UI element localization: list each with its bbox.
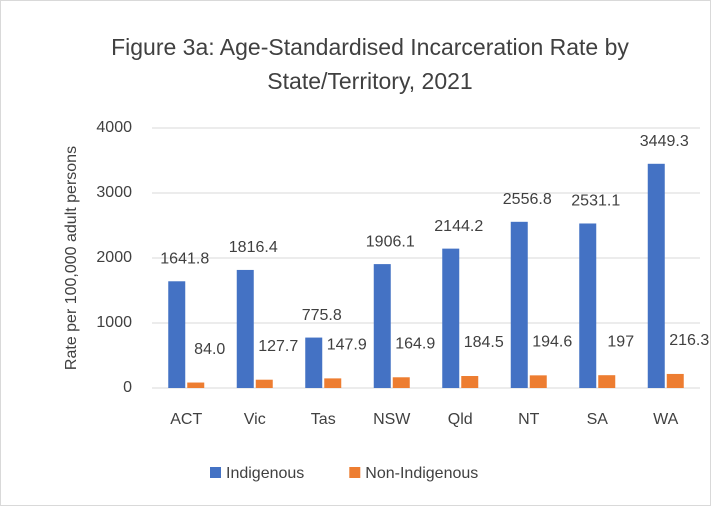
bar	[598, 375, 616, 388]
data-label: 2556.8	[503, 191, 552, 208]
data-label: 775.8	[302, 307, 342, 324]
legend-swatch	[349, 467, 361, 478]
x-tick-label: Vic	[244, 411, 266, 428]
bar	[236, 269, 254, 388]
bar	[529, 375, 547, 388]
data-label: 1816.4	[229, 239, 278, 256]
data-label: 147.9	[327, 337, 367, 354]
bar	[168, 281, 186, 388]
bar	[666, 373, 684, 388]
bar	[579, 223, 597, 388]
x-tick-label: SA	[587, 411, 609, 428]
data-label: 197	[607, 333, 634, 350]
bar	[461, 376, 479, 388]
y-tick-label: 2000	[96, 249, 132, 266]
x-tick-label: ACT	[170, 411, 202, 428]
bar	[392, 377, 410, 388]
x-tick-label: Tas	[311, 411, 336, 428]
y-tick-label: 4000	[96, 119, 132, 136]
data-label: 2144.2	[434, 218, 483, 235]
x-tick-label: NT	[518, 411, 540, 428]
x-tick-label: Qld	[448, 411, 473, 428]
y-tick-label: 3000	[96, 184, 132, 201]
bar	[324, 378, 342, 388]
data-label: 1906.1	[366, 233, 415, 250]
bar	[647, 163, 665, 388]
bar	[373, 264, 391, 388]
x-tick-label: WA	[653, 411, 679, 428]
x-tick-label: NSW	[373, 411, 411, 428]
chart-title: Figure 3a: Age-Standardised Incarceratio…	[111, 34, 629, 94]
y-tick-label: 1000	[96, 314, 132, 331]
data-label: 216.3	[669, 332, 709, 349]
data-label: 2531.1	[571, 193, 620, 210]
data-label: 3449.3	[640, 133, 689, 150]
bar	[187, 382, 205, 388]
data-label: 84.0	[194, 341, 225, 358]
data-label: 184.5	[464, 334, 504, 351]
bar	[305, 337, 323, 388]
data-label: 194.6	[532, 334, 572, 351]
legend-label: Non-Indigenous	[365, 465, 478, 482]
y-tick-label: 0	[123, 379, 132, 396]
bar	[255, 379, 273, 388]
data-label: 1641.8	[160, 251, 209, 268]
legend-swatch	[210, 467, 221, 478]
bar	[442, 248, 460, 388]
y-axis-title: Rate per 100,000 adult persons	[63, 146, 80, 370]
data-label: 127.7	[258, 338, 298, 355]
legend-label: Indigenous	[226, 465, 304, 482]
data-label: 164.9	[395, 336, 435, 353]
bar	[510, 221, 528, 388]
